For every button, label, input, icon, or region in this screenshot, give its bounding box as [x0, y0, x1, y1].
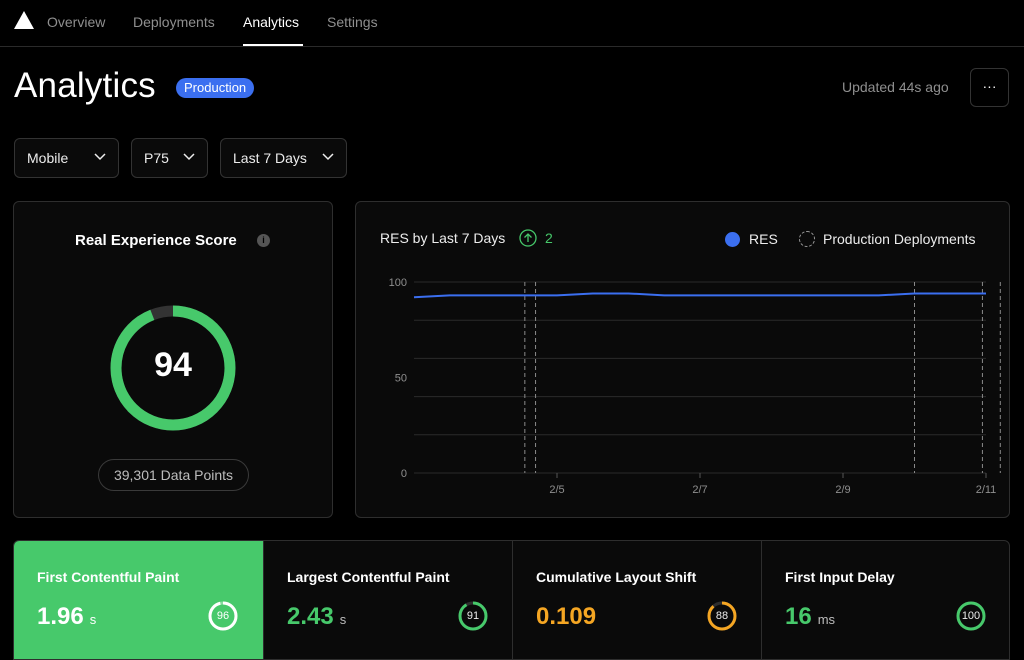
- metric-value: 0.109: [536, 603, 597, 630]
- top-nav: Overview Deployments Analytics Settings: [0, 0, 1024, 47]
- res-series-line: [413, 292, 986, 299]
- x-tick-label: 2/9: [835, 484, 850, 496]
- nav-deployments[interactable]: Deployments: [133, 14, 215, 30]
- x-tick-label: 2/5: [549, 484, 564, 496]
- nav-overview[interactable]: Overview: [47, 14, 106, 30]
- info-icon[interactable]: i: [257, 234, 270, 247]
- ring-progress: [458, 601, 488, 631]
- ring-progress: [956, 601, 986, 631]
- ellipsis-icon: ···: [982, 78, 997, 94]
- metric-score-ring: [707, 601, 737, 631]
- chevron-down-icon: [183, 153, 195, 161]
- y-tick-label: 0: [401, 468, 407, 480]
- metric-value: 1.96 s: [37, 603, 97, 630]
- metric-score-ring: [458, 601, 488, 631]
- x-tick-label: 2/7: [692, 484, 707, 496]
- metric-card-lcp[interactable]: Largest Contentful Paint 2.43 s 91: [264, 541, 513, 659]
- metric-label: Largest Contentful Paint: [287, 569, 450, 585]
- metric-score-ring: [956, 601, 986, 631]
- y-tick-label: 100: [389, 277, 407, 289]
- legend-deployments-marker: [799, 231, 815, 247]
- metric-score: 91: [466, 610, 480, 622]
- legend-res-marker: [725, 232, 740, 247]
- device-select-value: Mobile: [27, 150, 69, 166]
- page-title: Analytics: [14, 66, 156, 105]
- chevron-down-icon: [94, 153, 106, 161]
- ring-progress: [208, 601, 238, 631]
- score-value: 94: [154, 346, 192, 384]
- metric-score: 100: [961, 610, 981, 622]
- metric-value: 16 ms: [785, 603, 836, 630]
- y-tick-label: 50: [395, 373, 407, 385]
- data-points-pill: 39,301 Data Points: [98, 459, 249, 491]
- legend-deployments-label: Production Deployments: [823, 231, 976, 247]
- triangle-logo-icon[interactable]: [14, 11, 34, 29]
- metric-card-fcp[interactable]: First Contentful Paint 1.96 s 96: [14, 541, 264, 659]
- environment-badge: Production: [176, 78, 255, 98]
- nav-analytics[interactable]: Analytics: [243, 14, 300, 30]
- time-range-select-value: Last 7 Days: [233, 150, 307, 166]
- score-gauge-arc: [110, 305, 236, 431]
- trend-value: 2: [545, 230, 553, 246]
- real-experience-score-card: Real Experience Score i 94 39,301 Data P…: [13, 201, 333, 518]
- score-title: Real Experience Score: [75, 232, 237, 249]
- metric-score: 88: [715, 610, 729, 622]
- metric-value: 2.43 s: [287, 603, 347, 630]
- web-vitals-strip: First Contentful Paint 1.96 s 96 Largest …: [13, 540, 1010, 660]
- time-range-select[interactable]: Last 7 Days: [220, 138, 347, 178]
- legend-res-label: RES: [749, 231, 778, 247]
- metric-card-cls[interactable]: Cumulative Layout Shift 0.109 88: [513, 541, 762, 659]
- active-tab-indicator: [243, 44, 303, 46]
- percentile-select-value: P75: [144, 150, 169, 166]
- metric-label: Cumulative Layout Shift: [536, 569, 697, 585]
- nav-settings[interactable]: Settings: [327, 14, 378, 30]
- metric-label: First Contentful Paint: [37, 569, 180, 585]
- metric-label: First Input Delay: [785, 569, 895, 585]
- metric-card-fid[interactable]: First Input Delay 16 ms 100: [762, 541, 1009, 659]
- device-select[interactable]: Mobile: [14, 138, 119, 178]
- metric-score-ring: [208, 601, 238, 631]
- chevron-down-icon: [322, 153, 334, 161]
- score-gauge: [110, 305, 236, 431]
- updated-timestamp: Updated 44s ago: [842, 79, 949, 95]
- percentile-select[interactable]: P75: [131, 138, 208, 178]
- chart-title: RES by Last 7 Days: [380, 230, 506, 246]
- res-chart-card: RES by Last 7 Days 2 RES Production Depl…: [355, 201, 1010, 518]
- metric-score: 96: [216, 610, 230, 622]
- res-line-chart[interactable]: 100 50 0 2/5 2/7 2/9 2/11: [356, 202, 1011, 519]
- trend-up-icon: [519, 229, 537, 247]
- x-tick-label: 2/11: [976, 484, 997, 496]
- more-options-button[interactable]: ···: [970, 68, 1009, 107]
- ring-progress: [707, 601, 737, 631]
